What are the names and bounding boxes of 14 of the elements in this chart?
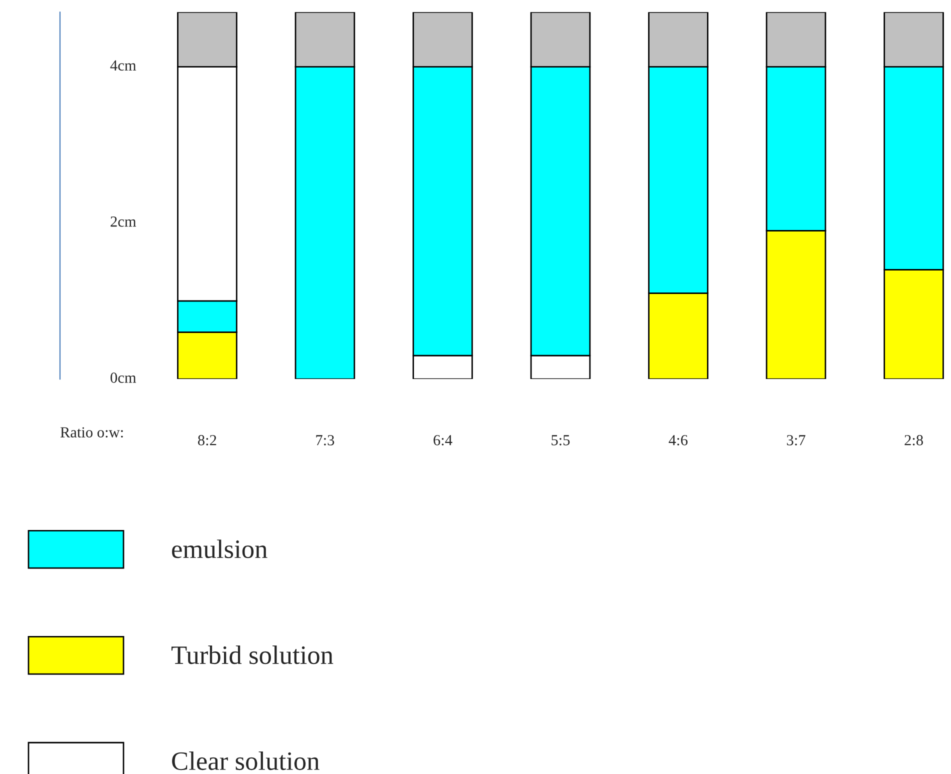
x-tick-label: 3:7 bbox=[786, 435, 806, 446]
x-tick-label: 7:3 bbox=[316, 435, 334, 446]
y-tick-label: 0cm bbox=[110, 372, 136, 383]
legend-label: Turbid solution bbox=[171, 646, 334, 664]
legend-label: Clear solution bbox=[172, 751, 320, 770]
x-tick-label: 2:8 bbox=[904, 435, 923, 446]
x-tick-label: 5:5 bbox=[552, 435, 570, 446]
x-tick-label: 4:6 bbox=[668, 435, 688, 446]
x-axis-title: Ratio o:w: bbox=[60, 427, 123, 438]
x-tick-label: 8:2 bbox=[198, 435, 216, 446]
y-tick-label: 2cm bbox=[110, 216, 136, 227]
legend-label: emulsion bbox=[172, 540, 268, 558]
x-tick-label: 6:4 bbox=[434, 435, 452, 446]
y-tick-label: 4cm bbox=[110, 60, 136, 71]
